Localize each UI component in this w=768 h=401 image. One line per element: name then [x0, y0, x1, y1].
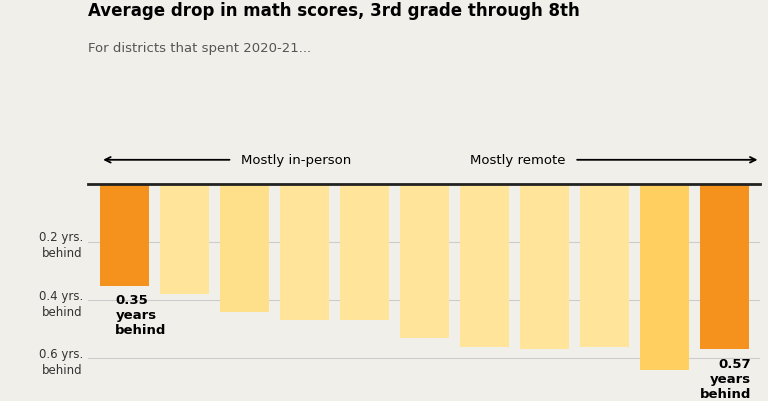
Bar	[640, 184, 689, 370]
Bar	[580, 184, 629, 346]
Text: Mostly remote: Mostly remote	[470, 154, 565, 167]
Text: For districts that spent 2020-21...: For districts that spent 2020-21...	[88, 42, 312, 55]
Text: 0.57
years
behind: 0.57 years behind	[700, 357, 751, 400]
Bar	[100, 184, 149, 286]
Text: Mostly in-person: Mostly in-person	[241, 154, 352, 167]
Bar	[460, 184, 509, 346]
Bar	[280, 184, 329, 320]
Bar	[700, 184, 749, 350]
Bar	[399, 184, 449, 338]
Bar	[220, 184, 269, 312]
Bar	[160, 184, 209, 294]
Bar	[339, 184, 389, 320]
Text: Average drop in math scores, 3rd grade through 8th: Average drop in math scores, 3rd grade t…	[88, 2, 580, 20]
Bar	[520, 184, 569, 350]
Text: 0.35
years
behind: 0.35 years behind	[115, 293, 167, 336]
